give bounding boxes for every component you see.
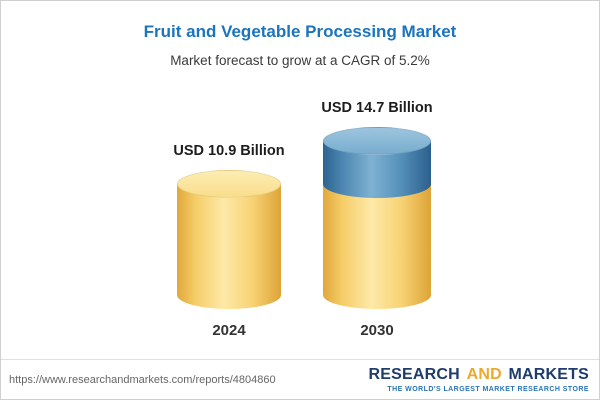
company-logo[interactable]: RESEARCH AND MARKETS THE WORLD'S LARGEST… [368, 365, 589, 393]
bar-2024 [177, 170, 281, 309]
category-label-2024: 2024 [212, 322, 246, 339]
bar-2030-base-segment [323, 184, 431, 309]
bar-2030-growth-segment [323, 127, 431, 198]
logo-word-and: AND [466, 365, 502, 383]
logo-word-research: RESEARCH [368, 365, 460, 383]
bar-group-2024: USD 10.9 Billion [173, 142, 285, 309]
logo-wordmark: RESEARCH AND MARKETS [368, 365, 589, 383]
category-label-2030: 2030 [360, 322, 394, 339]
value-label-2030: USD 14.7 Billion [321, 100, 433, 116]
bar-2030 [323, 127, 431, 309]
logo-tagline: THE WORLD'S LARGEST MARKET RESEARCH STOR… [387, 385, 589, 393]
chart-subtitle: Market forecast to grow at a CAGR of 5.2… [170, 53, 430, 68]
logo-word-markets: MARKETS [508, 365, 589, 383]
chart-area: USD 10.9 Billion USD 14.7 Billion 2024 2… [1, 91, 599, 341]
bar-2024-top-ellipse [177, 170, 281, 198]
bar-group-2030: USD 14.7 Billion [321, 99, 433, 309]
report-url-link[interactable]: https://www.researchandmarkets.com/repor… [9, 373, 276, 386]
footer: https://www.researchandmarkets.com/repor… [1, 359, 599, 399]
value-label-2024: USD 10.9 Billion [173, 143, 285, 159]
bar-2030-top-ellipse [323, 127, 431, 155]
chart-title: Fruit and Vegetable Processing Market [143, 22, 457, 41]
